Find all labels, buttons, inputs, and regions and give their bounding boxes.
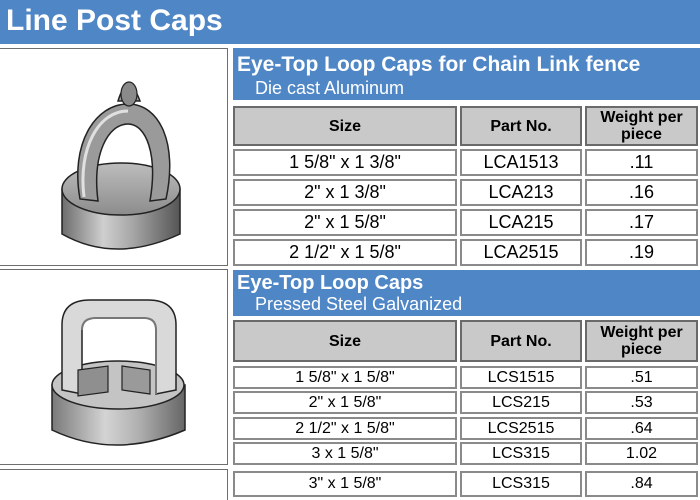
column-header-part: Part No. [460,106,582,146]
cell-part: LCS315 [460,471,582,497]
die-cast-aluminum-loop-cap-icon [61,81,181,250]
cell-part: LCA213 [460,179,582,206]
cell-size: 2 1/2" x 1 5/8" [233,239,457,266]
cell-part: LCA2515 [460,239,582,266]
product-image-cell [0,48,228,266]
cell-weight: .53 [585,391,698,414]
cell-weight: .84 [585,471,698,497]
column-header-weight: Weight per piece [585,320,698,362]
cell-part: LCA215 [460,209,582,236]
section-header: Eye-Top Loop Caps for Chain Link fence D… [233,48,700,100]
cell-size: 2" x 1 5/8" [233,391,457,414]
section-title: Eye-Top Loop Caps [237,272,424,294]
cell-weight: .64 [585,417,698,440]
section-subtitle: Pressed Steel Galvanized [255,294,463,314]
cell-size: 2 1/2" x 1 5/8" [233,417,457,440]
cell-size: 2" x 1 5/8" [233,209,457,236]
section-title: Eye-Top Loop Caps for Chain Link fence [237,53,641,76]
cell-weight: .11 [585,149,698,176]
cell-part: LCA1513 [460,149,582,176]
cell-size: 1 5/8" x 1 3/8" [233,149,457,176]
empty-image-cell [0,469,228,500]
cell-weight: .19 [585,239,698,266]
cell-size: 3 x 1 5/8" [233,442,457,465]
cell-part: LCS2515 [460,417,582,440]
section-subtitle: Die cast Aluminum [255,78,405,98]
section-header: Eye-Top Loop Caps Pressed Steel Galvaniz… [233,270,700,316]
cell-size: 1 5/8" x 1 5/8" [233,366,457,389]
column-header-size: Size [233,106,457,146]
cell-part: LCS215 [460,391,582,414]
page-title-bar: Line Post Caps [0,0,700,44]
cell-size: 2" x 1 3/8" [233,179,457,206]
cell-weight: .51 [585,366,698,389]
cell-size: 3" x 1 5/8" [233,471,457,497]
column-header-weight: Weight per piece [585,106,698,146]
product-image-cell [0,269,228,465]
cell-weight: .16 [585,179,698,206]
column-header-size: Size [233,320,457,362]
cell-weight: .17 [585,209,698,236]
cell-part: LCS315 [460,442,582,465]
page-title: Line Post Caps [6,4,223,37]
pressed-steel-loop-cap-icon [51,299,186,446]
cell-weight: 1.02 [585,442,698,465]
column-header-part: Part No. [460,320,582,362]
cell-part: LCS1515 [460,366,582,389]
